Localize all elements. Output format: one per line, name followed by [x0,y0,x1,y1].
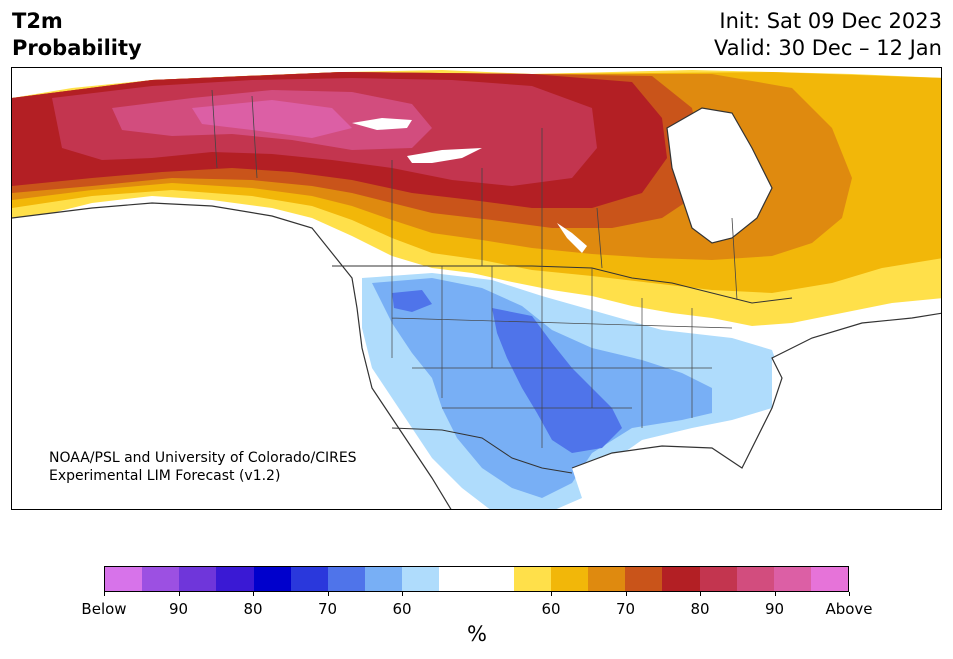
great-bear-lake [352,118,412,130]
state-lines [391,266,733,448]
colorbar-tick-mark [402,592,403,596]
colorbar-segment [550,567,589,591]
probability-colorbar [104,566,849,592]
colorbar-segment [402,567,440,591]
colorbar-segment [253,567,291,591]
credit-line1: NOAA/PSL and University of Colorado/CIRE… [49,450,357,466]
colorbar-tick-mark [700,592,701,596]
colorbar-tick-mark [849,592,850,596]
colorbar-segment [810,567,849,591]
colorbar-segment [105,567,143,591]
probability-map-svg [12,70,941,509]
colorbar-segment [439,567,477,591]
colorbar-segment [290,567,328,591]
gulf-of-mexico [572,446,742,509]
lake-winnipeg [557,223,587,253]
colorbar-segment [216,567,254,591]
colorbar-segment [365,567,403,591]
colorbar-tick-label: 60 [541,600,561,618]
below-region-80 [492,308,622,453]
colorbar-segment [513,567,551,591]
forecast-map [11,67,942,510]
atlantic-ocean [615,313,941,509]
colorbar-tick-label: 70 [317,600,338,618]
colorbar-tick-mark [774,592,776,596]
credit-line2: Experimental LIM Forecast (v1.2) [49,468,281,484]
colorbar-segment [179,567,217,591]
title-type: Probability [12,36,142,60]
colorbar-segment [476,567,514,591]
colorbar-tick-label: Below [81,600,127,618]
forecast-dates: Init: Sat 09 Dec 2023 Valid: 30 Dec – 12… [714,8,942,62]
pacific-ocean [12,203,451,509]
colorbar-segment [773,567,811,591]
colorbar-tick-label: 80 [690,600,710,618]
us-canada-border [332,265,793,304]
colorbar-segment [625,567,663,591]
colorbar-tick-label: Above [825,600,873,618]
coastline-hudson [666,107,773,244]
colorbar-segment [699,567,737,591]
credit-text: NOAA/PSL and University of Colorado/CIRE… [49,449,357,485]
colorbar-tick-label: 70 [615,600,636,618]
great-slave-lake [407,148,482,163]
colorbar-tick-mark [253,592,254,596]
colorbar-segment [662,567,700,591]
us-mexico-border [391,427,573,474]
above-region-peak-core [192,100,352,138]
colorbar-tick-label: 90 [168,600,189,618]
map-title: T2m Probability [12,8,142,62]
colorbar-tick-mark [625,592,627,596]
title-variable: T2m [12,9,63,33]
colorbar-tick-label: 60 [392,600,412,618]
province-lines [211,89,738,301]
colorbar-segment [588,567,626,591]
coastline-gulf [571,312,941,469]
colorbar-unit: % [467,622,487,646]
colorbar-tick-mark [178,592,180,596]
colorbar-tick-label: 90 [764,600,785,618]
colorbar-tick-mark [104,592,105,596]
below-region-80b [392,290,432,312]
valid-range: Valid: 30 Dec – 12 Jan [713,36,942,60]
colorbar-tick-label: 80 [243,600,263,618]
colorbar-tick-mark [551,592,552,596]
hudson-bay [667,108,772,243]
colorbar-segment [142,567,180,591]
init-date: Init: Sat 09 Dec 2023 [719,9,942,33]
colorbar-segment [327,567,366,591]
colorbar-segment [736,567,774,591]
colorbar-tick-mark [327,592,329,596]
